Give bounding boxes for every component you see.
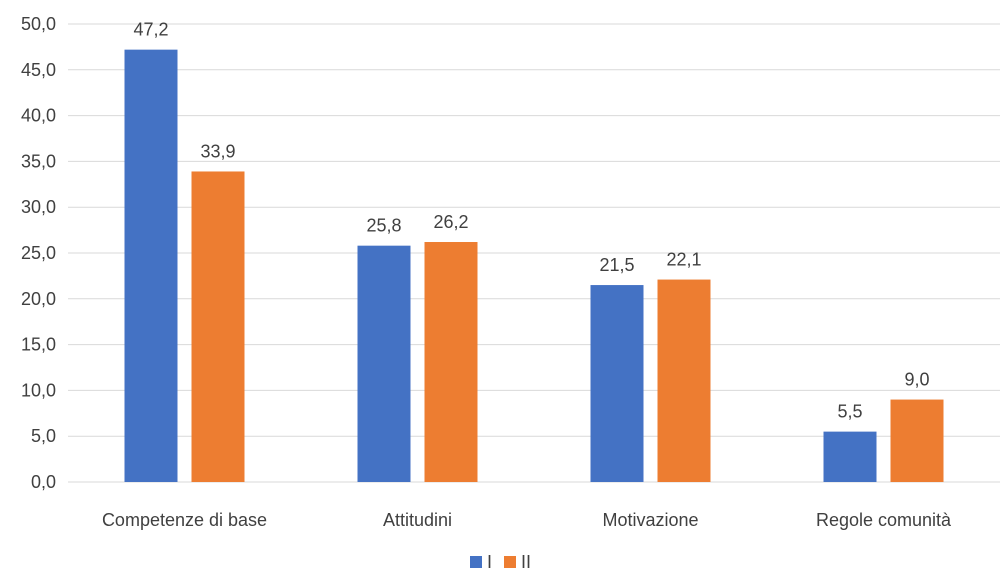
data-labels: 47,2 33,9 25,8 26,2 21,5 22,1 5,5 9,0: [133, 20, 929, 422]
legend: I II: [470, 552, 531, 572]
data-label: 25,8: [366, 216, 401, 236]
data-label: 21,5: [599, 255, 634, 275]
legend-label: I: [487, 552, 492, 572]
data-label: 26,2: [433, 212, 468, 232]
data-label: 22,1: [666, 250, 701, 270]
data-label: 33,9: [200, 141, 235, 161]
y-tick-label: 50,0: [21, 14, 56, 34]
y-tick-label: 35,0: [21, 151, 56, 171]
bar-series-2: [191, 171, 245, 482]
y-tick-label: 5,0: [31, 426, 56, 446]
y-tick-label: 15,0: [21, 335, 56, 355]
y-tick-label: 20,0: [21, 289, 56, 309]
y-tick-label: 25,0: [21, 243, 56, 263]
bar-series-1: [823, 431, 877, 482]
y-tick-label: 40,0: [21, 106, 56, 126]
x-category-label: Regole comunità: [816, 510, 952, 530]
y-tick-label: 30,0: [21, 197, 56, 217]
y-axis-ticks: 0,0 5,0 10,0 15,0 20,0 25,0 30,0 35,0 40,0 45,0 50…: [21, 14, 56, 492]
x-axis-categories: Competenze di base Attitudini Motivazione R…: [102, 510, 952, 530]
legend-swatch: [470, 556, 482, 568]
x-category-label: Competenze di base: [102, 510, 267, 530]
y-tick-label: 10,0: [21, 380, 56, 400]
bar-series-1: [357, 245, 411, 482]
data-label: 9,0: [904, 370, 929, 390]
y-tick-label: 0,0: [31, 472, 56, 492]
y-tick-label: 45,0: [21, 60, 56, 80]
legend-label: II: [521, 552, 531, 572]
legend-swatch: [504, 556, 516, 568]
data-label: 5,5: [837, 402, 862, 422]
bar-series-2: [424, 242, 478, 482]
bar-series-1: [124, 49, 178, 482]
bar-series-2: [657, 279, 711, 482]
bar-series-1: [590, 285, 644, 482]
x-category-label: Attitudini: [383, 510, 452, 530]
bar-series-2: [890, 399, 944, 482]
bars: [124, 49, 944, 482]
x-category-label: Motivazione: [602, 510, 698, 530]
data-label: 47,2: [133, 20, 168, 40]
